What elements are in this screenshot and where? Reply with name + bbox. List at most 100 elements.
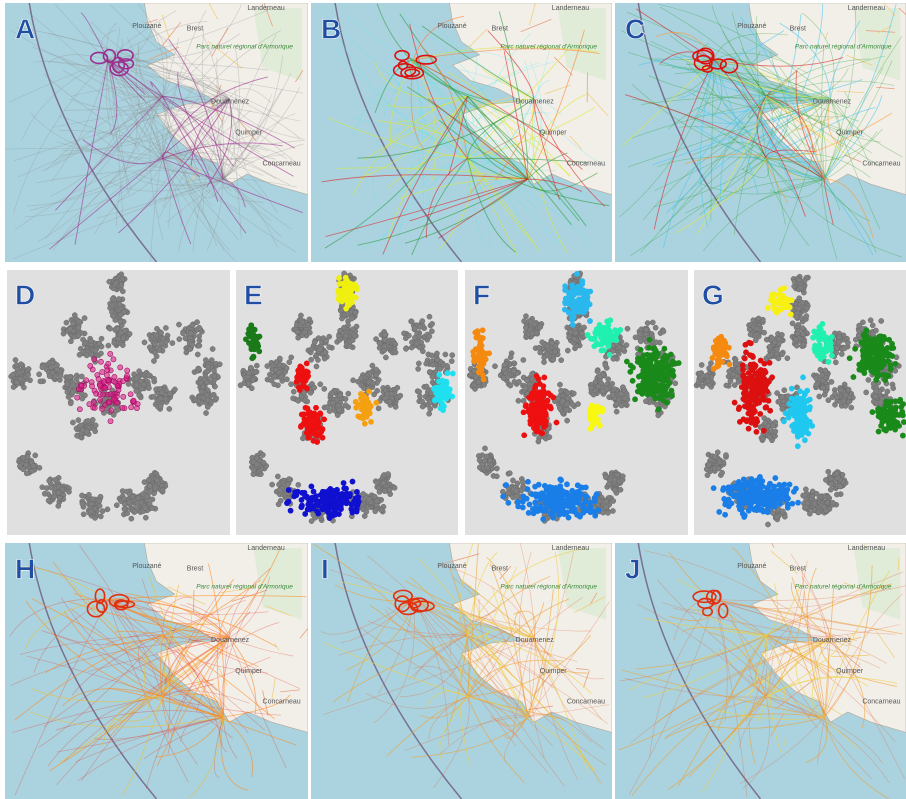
embedding-point xyxy=(606,482,611,487)
embedding-point xyxy=(603,363,608,368)
embedding-point xyxy=(68,339,73,344)
cluster-point xyxy=(537,390,542,395)
panel-label: H xyxy=(15,553,35,584)
cluster-point xyxy=(314,433,319,438)
cluster-point xyxy=(92,357,97,362)
embedding-point xyxy=(248,365,253,370)
embedding-point xyxy=(565,390,570,395)
embedding-point xyxy=(345,323,350,328)
cluster-point xyxy=(92,405,97,410)
embedding-point xyxy=(197,334,202,339)
panel-label: I xyxy=(321,553,329,584)
embedding-point xyxy=(312,385,317,390)
embedding-point xyxy=(382,338,387,343)
embedding-point xyxy=(84,429,89,434)
cluster-point xyxy=(100,406,105,411)
cluster-point xyxy=(104,373,109,378)
embedding-point xyxy=(557,382,562,387)
place-label: Douarnenez xyxy=(211,637,250,644)
cluster-point xyxy=(112,374,117,379)
embedding-point xyxy=(417,324,422,329)
embedding-point xyxy=(374,499,379,504)
place-label: Concarneau xyxy=(567,699,605,706)
cluster-point xyxy=(368,419,373,424)
embedding-point xyxy=(163,325,168,330)
embedding-point xyxy=(645,320,650,325)
embedding-point xyxy=(349,316,354,321)
embedding-point xyxy=(558,388,563,393)
cluster-point xyxy=(551,395,556,400)
embedding-point xyxy=(47,478,52,483)
embedding-point xyxy=(417,394,422,399)
embedding-point xyxy=(370,381,375,386)
cluster-point xyxy=(587,318,592,323)
embedding-point xyxy=(153,486,158,491)
embedding-point xyxy=(316,336,321,341)
embedding-point xyxy=(107,326,112,331)
embedding-point xyxy=(65,382,70,387)
embedding-point xyxy=(570,402,575,407)
embedding-point xyxy=(514,494,519,499)
cluster-point xyxy=(366,407,371,412)
cluster-point xyxy=(93,391,98,396)
place-label: Douarnenez xyxy=(516,98,555,105)
cluster-point xyxy=(478,340,483,345)
embedding-point xyxy=(139,500,144,505)
embedding-point xyxy=(197,343,202,348)
embedding-point xyxy=(484,465,489,470)
embedding-point xyxy=(160,336,165,341)
embedding-point xyxy=(99,336,104,341)
embedding-point xyxy=(614,409,619,414)
embedding-point xyxy=(126,381,131,386)
embedding-point xyxy=(656,413,661,418)
embedding-point xyxy=(515,481,520,486)
embedding-point xyxy=(270,482,275,487)
embedding-point xyxy=(177,337,182,342)
embedding-point xyxy=(296,482,301,487)
cluster-point xyxy=(296,385,301,390)
cluster-point xyxy=(365,399,370,404)
place-label: Plouzané xyxy=(132,563,161,570)
embedding-point xyxy=(147,502,152,507)
embedding-point xyxy=(653,325,658,330)
cluster-point xyxy=(249,323,254,328)
cluster-point xyxy=(75,395,80,400)
embedding-point xyxy=(507,471,512,476)
cluster-point xyxy=(608,318,613,323)
cluster-point xyxy=(108,419,113,424)
cluster-point xyxy=(128,392,133,397)
cluster-point xyxy=(336,275,341,280)
cluster-point xyxy=(354,489,359,494)
embedding-point xyxy=(472,382,477,387)
embedding-point xyxy=(427,314,432,319)
embedding-point xyxy=(97,503,102,508)
embedding-point xyxy=(385,471,390,476)
place-label: Landerneau xyxy=(552,545,589,552)
embedding-point xyxy=(105,507,110,512)
embedding-point xyxy=(393,404,398,409)
cluster-point xyxy=(434,385,439,390)
place-label: Douarnenez xyxy=(516,637,555,644)
embedding-point xyxy=(260,452,265,457)
cluster-point xyxy=(77,407,82,412)
cluster-point xyxy=(541,384,546,389)
embedding-point xyxy=(49,485,54,490)
embedding-point xyxy=(343,396,348,401)
embedding-point xyxy=(424,361,429,366)
embedding-point xyxy=(601,510,606,515)
embedding-point xyxy=(279,375,284,380)
cluster-point xyxy=(569,317,574,322)
embedding-point xyxy=(100,509,105,514)
place-label: Brest xyxy=(790,565,806,572)
embedding-point xyxy=(523,386,528,391)
embedding-point xyxy=(424,384,429,389)
cluster-point xyxy=(108,392,113,397)
embedding-point xyxy=(354,324,359,329)
embedding-point xyxy=(331,400,336,405)
embedding-point xyxy=(276,502,281,507)
road xyxy=(898,558,899,570)
embedding-point xyxy=(98,351,103,356)
embedding-point xyxy=(147,483,152,488)
embedding-point xyxy=(269,378,274,383)
embedding-point xyxy=(74,373,79,378)
